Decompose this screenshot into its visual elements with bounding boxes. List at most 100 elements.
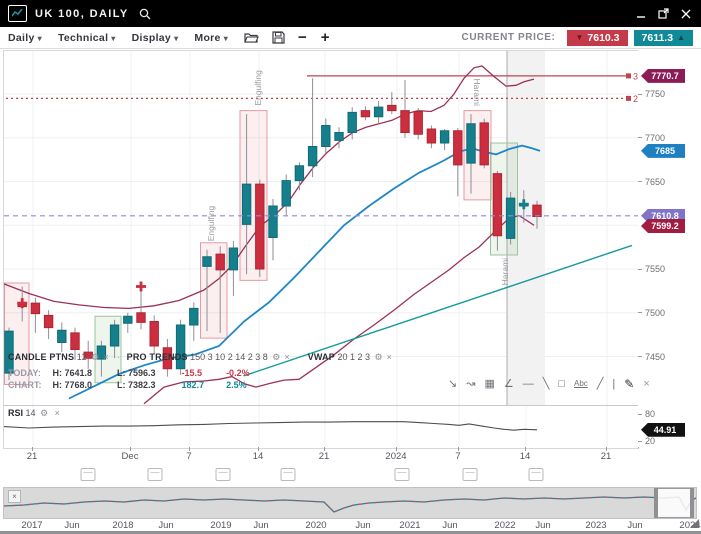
- calendar-event-icon[interactable]: [394, 468, 410, 481]
- price-down-arrow-icon: ▼: [575, 33, 584, 42]
- navigator-tick-label: 2020: [305, 520, 327, 531]
- candle-down: [492, 173, 503, 237]
- pattern-annotation: Engulfing: [253, 70, 263, 106]
- pencil-tool-icon[interactable]: ✎: [624, 377, 635, 391]
- date-tick-label: 7: [455, 451, 461, 462]
- today-stats-row: TODAY: H: 7641.8 L: 7596.3 -15.5 -0.2%: [8, 368, 268, 378]
- close-small-icon[interactable]: ×: [103, 352, 109, 362]
- main-candlestick-chart[interactable]: 3 2 Engulfing Engulfing Harami Harami: [4, 51, 638, 406]
- buy-price-button[interactable]: 7611.3 ▲: [633, 29, 693, 46]
- calendar-event-icon[interactable]: [528, 468, 544, 481]
- navigator-mini-chart[interactable]: [3, 488, 697, 518]
- date-axis: 21 Dec 7 14 21 2024 7 14 21: [0, 447, 701, 465]
- navigator-right-handle[interactable]: [690, 488, 694, 518]
- trend-line: [243, 244, 633, 377]
- date-tick-label: 21: [600, 451, 612, 462]
- candle-up: [439, 130, 450, 144]
- event-marker-row: [0, 468, 701, 484]
- candle-down: [532, 204, 542, 217]
- navigator-tick-label: 2023: [585, 520, 607, 531]
- close-toolbar-icon[interactable]: ×: [643, 377, 650, 390]
- level-marker: [626, 73, 631, 79]
- level-label: 2: [633, 94, 638, 104]
- price-tick: 7550: [638, 264, 665, 274]
- freehand-tool-icon[interactable]: ↝: [466, 377, 476, 390]
- folder-open-icon[interactable]: [244, 32, 259, 44]
- minimize-icon[interactable]: [636, 9, 646, 19]
- calendar-event-icon[interactable]: [462, 468, 478, 481]
- navigator-close-button[interactable]: ×: [8, 490, 21, 503]
- zoom-in-button[interactable]: +: [320, 29, 330, 46]
- gear-icon[interactable]: ⚙: [272, 352, 281, 362]
- rsi-line: [4, 421, 538, 431]
- today-low: L: 7596.3: [117, 368, 156, 378]
- today-change: -15.5: [181, 368, 203, 378]
- text-tool-icon[interactable]: Abc: [574, 379, 588, 388]
- price-badge: 7685: [641, 143, 685, 158]
- candle-up: [466, 123, 476, 164]
- candle-down: [70, 332, 80, 350]
- range-navigator[interactable]: ×: [3, 487, 697, 519]
- chart-plot-area: 3 2 Engulfing Engulfing Harami Harami: [3, 50, 639, 449]
- calendar-event-icon[interactable]: [215, 468, 231, 481]
- chart-low: L: 7382.3: [117, 380, 156, 390]
- zoom-out-button[interactable]: −: [298, 29, 307, 46]
- candle-up: [202, 256, 212, 267]
- titlebar: UK 100, DAILY: [0, 0, 701, 27]
- calendar-event-icon[interactable]: [147, 468, 163, 481]
- doji-marker: [522, 199, 526, 210]
- diagonal-line-tool-icon[interactable]: ╱: [596, 377, 604, 390]
- navigator-tick-label: Jun: [64, 520, 80, 531]
- close-small-icon[interactable]: ×: [284, 352, 290, 362]
- rsi-chart[interactable]: [4, 406, 638, 447]
- gear-icon[interactable]: ⚙: [91, 352, 100, 362]
- doji-marker: [20, 298, 24, 309]
- navigator-selection-window[interactable]: [656, 488, 692, 518]
- candle-up: [96, 345, 107, 360]
- calendar-event-icon[interactable]: [280, 468, 296, 481]
- gear-icon[interactable]: ⚙: [40, 408, 49, 418]
- candle-up: [268, 205, 278, 238]
- close-small-icon[interactable]: ×: [386, 352, 392, 362]
- menu-more[interactable]: More ▾: [194, 31, 229, 44]
- chart-toolbar: Daily ▾ Technical ▾ Display ▾ More ▾ − + CUR…: [0, 27, 701, 49]
- close-small-icon[interactable]: ×: [54, 408, 60, 418]
- horizontal-line-tool-icon[interactable]: —: [522, 377, 534, 390]
- navigator-tick-label: 2021: [399, 520, 421, 531]
- resize-handle-icon[interactable]: [690, 519, 699, 528]
- navigator-left-handle[interactable]: [654, 488, 658, 518]
- navigator-tick-label: Jun: [253, 520, 269, 531]
- candle-up: [241, 183, 252, 225]
- menu-display[interactable]: Display ▾: [131, 31, 179, 44]
- drawing-toolbar: ↘ ↝ ▦ ∠ — ╲ □ Abc ╱ | ✎ ×: [448, 378, 650, 390]
- chart-stats-row: CHART: H: 7768.0 L: 7382.3 182.7 2.5%: [8, 380, 268, 390]
- popout-icon[interactable]: [658, 8, 669, 19]
- candle-down: [149, 321, 159, 347]
- close-icon[interactable]: [681, 9, 691, 19]
- pane-divider[interactable]: [3, 405, 638, 406]
- candle-down: [83, 351, 93, 359]
- date-tick-label: 21: [318, 451, 330, 462]
- candle-down: [215, 253, 225, 271]
- price-badge: 7599.2: [641, 218, 685, 233]
- date-tick-label: 14: [519, 451, 531, 462]
- price-tick: 7650: [638, 177, 665, 187]
- navigator-tick-label: Jun: [442, 520, 458, 531]
- menu-interval[interactable]: Daily ▾: [8, 31, 42, 44]
- candle-up: [175, 324, 186, 370]
- cursor-tool-icon[interactable]: ↘: [448, 377, 458, 390]
- menu-technical[interactable]: Technical ▾: [57, 31, 116, 44]
- sell-price-button[interactable]: ▼ 7610.3: [567, 29, 628, 46]
- save-icon[interactable]: [272, 31, 285, 44]
- candle-down: [453, 130, 463, 166]
- fib-fan-tool-icon[interactable]: ∠: [503, 377, 514, 390]
- candle-down: [136, 312, 146, 323]
- grid-tool-icon[interactable]: ▦: [484, 377, 495, 390]
- rectangle-tool-icon[interactable]: □: [558, 377, 565, 390]
- gear-icon[interactable]: ⚙: [374, 352, 383, 362]
- calendar-event-icon[interactable]: [80, 468, 96, 481]
- search-icon[interactable]: [139, 8, 151, 20]
- navigator-tick-label: 2018: [112, 520, 134, 531]
- trendline-tool-icon[interactable]: ╲: [542, 377, 550, 390]
- pattern-annotation: Harami: [500, 258, 510, 286]
